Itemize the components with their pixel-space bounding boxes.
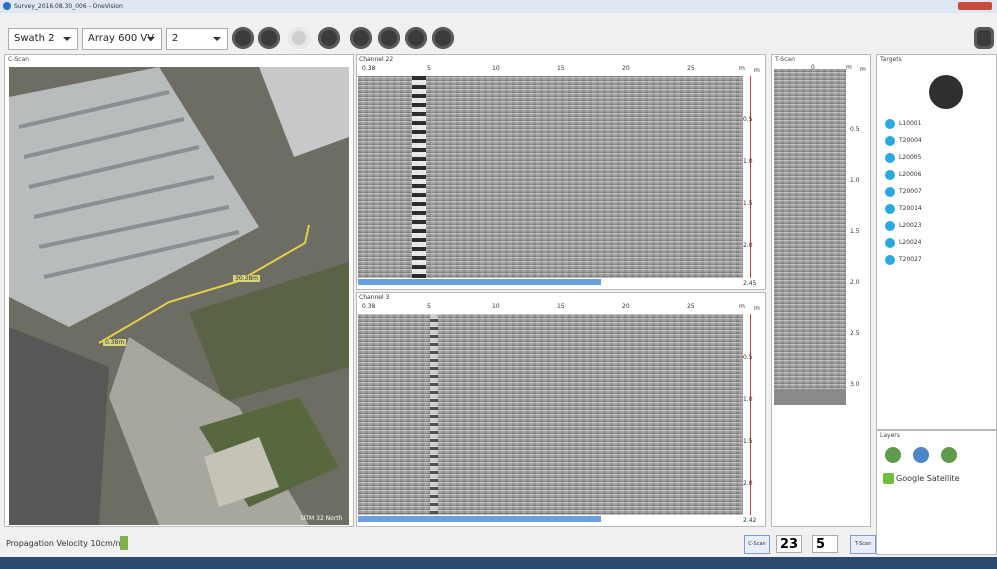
x-tick-label: 20 <box>622 65 630 72</box>
x-tick-label: 0 <box>811 64 815 71</box>
layer-checkbox[interactable] <box>883 473 894 484</box>
x-tick-label: 5 <box>427 65 431 72</box>
tscan-button[interactable]: T-Scan <box>850 535 876 554</box>
depth-unit: m <box>754 67 760 74</box>
depth-tick-label: 2.0 <box>850 279 860 286</box>
target-item[interactable]: T20007 <box>885 186 922 198</box>
depth-unit: m <box>754 305 760 312</box>
x-tick-label: 10 <box>492 65 500 72</box>
tscan-image <box>774 69 846 389</box>
panel-label: T-Scan <box>775 56 795 63</box>
depth-max-label: 2.42 <box>743 517 757 524</box>
map-marker-label: 30.38m <box>233 275 261 282</box>
depth-tick-label: 1.0 <box>850 177 860 184</box>
scrollbar[interactable] <box>358 516 601 522</box>
x-tick-label: 15 <box>557 303 565 310</box>
toolbar-icon[interactable] <box>405 27 427 49</box>
x-tick-label: 0.38 <box>362 303 376 310</box>
depth-tick-label: 1.5 <box>850 228 860 235</box>
tscan-footer <box>774 389 846 405</box>
window-controls[interactable] <box>958 2 992 10</box>
x-unit: m <box>846 64 852 71</box>
toolbar-icon[interactable] <box>350 27 372 49</box>
layers-panel: Layers <box>876 430 997 555</box>
depth-unit: m <box>860 66 866 73</box>
target-item[interactable]: L20023 <box>885 220 921 232</box>
depth-tick-label: 1.0 <box>743 158 753 165</box>
layer-icon[interactable] <box>913 447 929 463</box>
toolbar-icon[interactable] <box>288 27 310 49</box>
toolbar-icon[interactable] <box>432 27 454 49</box>
x-tick-label: 20 <box>622 303 630 310</box>
velocity-indicator <box>120 536 128 550</box>
target-item[interactable]: L10001 <box>885 118 921 130</box>
cscan-button[interactable]: C-Scan <box>744 535 770 554</box>
layer-icon[interactable] <box>885 447 901 463</box>
target-item[interactable]: L20006 <box>885 169 921 181</box>
panel-label: Targets <box>880 56 902 63</box>
x-unit: m <box>739 303 745 310</box>
map-marker-label: 0.38m <box>103 339 127 346</box>
toolbar-icon[interactable] <box>232 27 254 49</box>
depth-tick-label: 3.0 <box>850 381 860 388</box>
target-item[interactable]: L20024 <box>885 237 921 249</box>
x-tick-label: 0.38 <box>362 65 376 72</box>
x-unit: m <box>739 65 745 72</box>
target-item[interactable]: T20014 <box>885 203 922 215</box>
panel-label: Channel 3 <box>359 294 390 301</box>
map-projection: UTM 32 North <box>301 515 343 522</box>
x-tick-label: 25 <box>687 65 695 72</box>
depth-tick-label: 0.5 <box>850 126 860 133</box>
depth-tick-label: 2.0 <box>743 242 753 249</box>
depth-tick-label: 1.5 <box>743 200 753 207</box>
depth-tick-label: 0.5 <box>743 354 753 361</box>
toolbar-icon[interactable] <box>318 27 340 49</box>
panel-label: Channel 22 <box>359 56 394 63</box>
radargram[interactable] <box>358 314 743 515</box>
reflector <box>412 76 426 278</box>
depth-line <box>750 314 751 515</box>
cscan-panel: C-Scan 30.38m 0.38m UTM 32 North <box>4 54 354 527</box>
toolbar-icon[interactable] <box>378 27 400 49</box>
depth-max-label: 2.45 <box>743 280 757 287</box>
panel-label: Layers <box>880 432 900 439</box>
add-target-button[interactable] <box>929 75 963 109</box>
toolbar-icon[interactable] <box>974 27 994 49</box>
depth-tick-label: 2.0 <box>743 480 753 487</box>
tscan-panel: T-Scan <box>771 54 871 527</box>
value-spinner[interactable]: 23 <box>776 535 802 553</box>
depth-tick-label: 1.0 <box>743 396 753 403</box>
velocity-label: Propagation Velocity 10cm/ns <box>6 539 125 548</box>
layer-icon[interactable] <box>941 447 957 463</box>
x-tick-label: 15 <box>557 65 565 72</box>
array-dropdown[interactable]: Array 600 VV <box>82 28 162 50</box>
swath-dropdown[interactable]: Swath 2 <box>8 28 78 50</box>
target-item[interactable]: T20004 <box>885 135 922 147</box>
taskbar <box>0 557 997 569</box>
toolbar-icon[interactable] <box>258 27 280 49</box>
satellite-map[interactable] <box>9 67 349 525</box>
reflector <box>430 314 438 514</box>
target-item[interactable]: T20027 <box>885 254 922 266</box>
depth-line <box>750 76 751 278</box>
x-tick-label: 10 <box>492 303 500 310</box>
title-bar: Survey_2016.08.30_006 - OneVision <box>0 0 997 13</box>
value-spinner[interactable]: 5 <box>812 535 838 553</box>
scrollbar[interactable] <box>358 279 601 285</box>
target-item[interactable]: L20005 <box>885 152 921 164</box>
panel-label: C-Scan <box>8 56 29 63</box>
app-icon <box>3 2 11 10</box>
x-tick-label: 25 <box>687 303 695 310</box>
depth-tick-label: 0.5 <box>743 116 753 123</box>
depth-tick-label: 1.5 <box>743 438 753 445</box>
depth-tick-label: 2.5 <box>850 330 860 337</box>
window-title: Survey_2016.08.30_006 - OneVision <box>14 3 123 10</box>
layer-item[interactable]: Google Satellite <box>896 474 960 483</box>
x-tick-label: 5 <box>427 303 431 310</box>
channel-dropdown[interactable]: 2 <box>166 28 228 50</box>
